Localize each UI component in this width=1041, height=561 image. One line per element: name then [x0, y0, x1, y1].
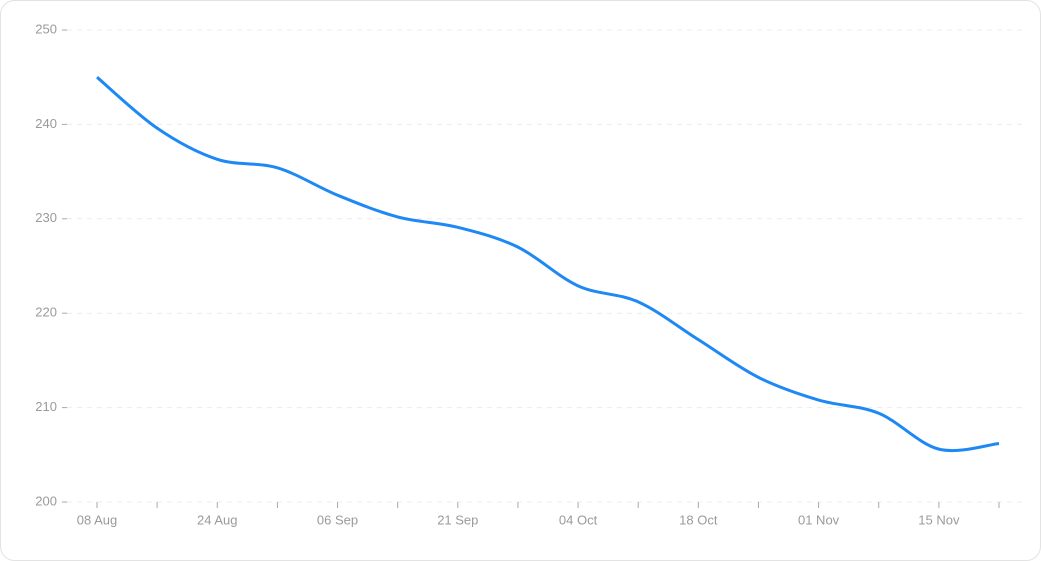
x-tick-label: 04 Oct — [559, 512, 598, 527]
x-tick-label: 24 Aug — [197, 512, 238, 527]
y-tick-label: 250 — [35, 21, 57, 36]
x-tick-label: 21 Sep — [437, 512, 478, 527]
x-tick-label: 06 Sep — [317, 512, 358, 527]
x-tick-label: 08 Aug — [77, 512, 118, 527]
x-tick-label: 15 Nov — [918, 512, 960, 527]
line — [96, 76, 1000, 453]
y-tick-label: 200 — [35, 493, 57, 508]
y-tick-label: 210 — [35, 399, 57, 414]
x-tick-label: 18 Oct — [679, 512, 718, 527]
y-tick-label: 230 — [35, 210, 57, 225]
x-tick-label: 01 Nov — [798, 512, 840, 527]
y-tick-label: 220 — [35, 305, 57, 320]
y-tick-label: 240 — [35, 116, 57, 131]
